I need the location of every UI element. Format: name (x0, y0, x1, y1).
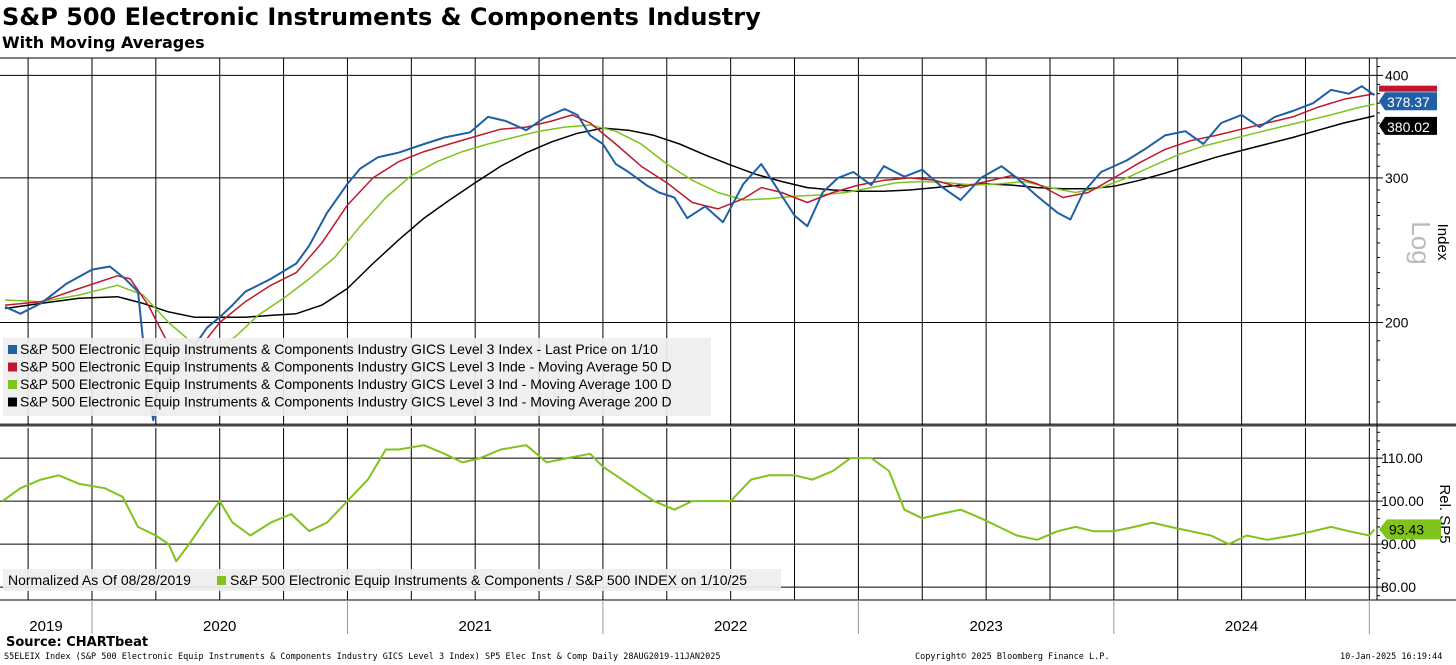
year-axis: 2019 2020 2021 2022 2023 2024 (29, 600, 1370, 635)
price-last-value: 378.37 (1387, 94, 1430, 110)
relative-y-tick-label: 100.00 (1381, 493, 1424, 509)
legend-entry-normalized: Normalized As Of 08/28/2019 (8, 572, 191, 588)
legend-swatch-price (8, 345, 17, 354)
relative-last-value: 93.43 (1389, 521, 1424, 537)
legend-swatch-ma100 (8, 380, 17, 389)
chart-title: S&P 500 Electronic Instruments & Compone… (2, 3, 761, 31)
price-y-tick-label: 200 (1385, 314, 1409, 330)
legend-entry-ma100: S&P 500 Electronic Equip Instruments & C… (20, 376, 672, 392)
legend-entry-price: S&P 500 Electronic Equip Instruments & C… (20, 341, 658, 357)
chart-legends: S&P 500 Electronic Equip Instruments & C… (3, 338, 781, 591)
ma200-last-value: 380.02 (1387, 119, 1430, 135)
price-y-tick-label: 400 (1385, 67, 1409, 83)
legend-entry-ma200: S&P 500 Electronic Equip Instruments & C… (20, 394, 672, 410)
series-line-ma100 (5, 103, 1375, 351)
legend-entry-rel: S&P 500 Electronic Equip Instruments & C… (230, 572, 747, 588)
year-label: 2024 (1225, 618, 1258, 635)
relative-last-tag (1379, 519, 1441, 540)
series-line-rel (2, 444, 1376, 563)
timestamp: 10-Jan-2025 16:19:44 (1340, 652, 1443, 662)
relative-y-tick-label: 80.00 (1381, 579, 1416, 595)
price-legend-box (3, 338, 711, 416)
legend-swatch-ma50 (8, 362, 17, 372)
relative-panel-series (2, 444, 1376, 563)
relative-y-tick-label: 90.00 (1381, 536, 1416, 552)
relative-y-tick-label: 110.00 (1381, 450, 1423, 466)
price-last-tag (1379, 92, 1437, 111)
price-y-tick-label: 300 (1385, 170, 1409, 186)
chart-frame (0, 57, 1456, 601)
source-label: Source: CHARTbeat (6, 635, 149, 650)
series-line-ma50 (5, 92, 1375, 365)
legend-swatch-rel (217, 576, 226, 585)
copyright-notice: Copyright© 2025 Bloomberg Finance L.P. (915, 652, 1110, 662)
ma50-last-marker (1379, 85, 1437, 92)
year-label: 2020 (203, 618, 236, 635)
legend-entry-ma50: S&P 500 Electronic Equip Instruments & C… (20, 359, 672, 375)
year-label: 2019 (29, 618, 62, 635)
series-line-ma200 (4, 115, 1375, 318)
legend-swatch-ma200 (8, 397, 17, 407)
year-label: 2023 (969, 618, 1002, 635)
year-label: 2021 (458, 618, 491, 635)
year-label: 2022 (714, 618, 747, 635)
relative-legend-box (3, 569, 781, 591)
log-scale-label: Log (1406, 221, 1436, 264)
ticker-description: S5ELEIX Index (S&P 500 Electronic Equip … (4, 652, 721, 662)
chart-subtitle: With Moving Averages (2, 33, 205, 52)
ma200-last-tag (1379, 116, 1437, 135)
price-y-axis-label: Index (1434, 224, 1451, 261)
